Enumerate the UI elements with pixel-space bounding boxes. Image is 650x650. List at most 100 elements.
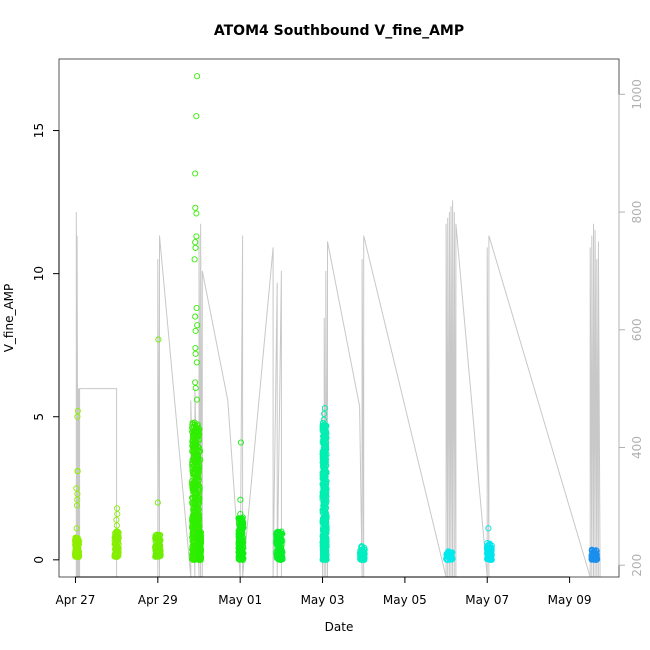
data-point — [321, 550, 328, 557]
x-tick-label: May 03 — [301, 593, 345, 607]
data-point — [321, 522, 328, 529]
data-point — [445, 550, 452, 557]
point-cluster — [483, 525, 495, 563]
data-point — [72, 553, 80, 560]
data-point — [73, 485, 80, 492]
data-point — [195, 473, 202, 481]
data-point — [240, 555, 247, 562]
data-point — [113, 522, 120, 529]
data-point — [188, 477, 196, 485]
data-point — [322, 523, 329, 531]
data-point — [193, 396, 200, 403]
data-point — [194, 481, 202, 488]
data-point — [319, 427, 326, 434]
data-point — [189, 419, 196, 427]
data-point — [197, 456, 204, 463]
data-point — [322, 544, 329, 551]
data-point — [73, 540, 80, 547]
depth-line — [75, 200, 601, 578]
data-point — [192, 385, 199, 392]
data-point — [194, 517, 201, 524]
plot-frame — [58, 58, 620, 578]
data-point — [322, 448, 329, 455]
data-point — [193, 359, 200, 366]
data-point — [273, 529, 280, 536]
data-point — [74, 490, 81, 498]
y2-tick-label: 400 — [630, 436, 644, 459]
data-point — [156, 537, 163, 544]
data-point — [114, 551, 121, 558]
data-point — [361, 546, 368, 553]
data-point — [320, 438, 327, 445]
data-point — [196, 528, 203, 535]
data-point — [191, 448, 198, 455]
data-point — [321, 470, 328, 478]
x-tick-label: May 09 — [548, 593, 592, 607]
y2-tick-label: 200 — [630, 554, 644, 577]
data-point — [193, 210, 200, 217]
data-point — [192, 313, 199, 320]
point-cluster — [235, 439, 247, 563]
data-point — [193, 453, 200, 460]
data-point — [320, 435, 327, 442]
data-point — [321, 502, 328, 509]
data-point — [152, 553, 159, 560]
data-point — [192, 327, 199, 334]
point-cluster — [152, 336, 164, 560]
data-point — [111, 551, 118, 559]
data-point — [189, 499, 196, 506]
data-point — [322, 479, 329, 486]
y-axis-label: V_fine_AMP — [2, 284, 16, 353]
amplitude-series — [72, 73, 601, 563]
data-point — [73, 525, 80, 532]
y-tick-label: 15 — [32, 123, 46, 138]
data-point — [322, 491, 329, 498]
data-point — [73, 502, 81, 509]
data-point — [114, 505, 121, 512]
data-point — [190, 431, 197, 438]
data-point — [320, 464, 327, 471]
data-point — [191, 256, 198, 263]
data-point — [192, 344, 199, 352]
data-point — [236, 548, 243, 555]
data-point — [197, 555, 204, 562]
data-point — [193, 113, 200, 120]
data-point — [155, 553, 162, 560]
data-point — [74, 496, 81, 503]
data-point — [485, 525, 492, 532]
data-point — [193, 445, 200, 452]
data-point — [192, 379, 199, 386]
data-point — [319, 448, 326, 455]
data-point — [320, 531, 327, 538]
point-cluster — [356, 542, 368, 563]
data-point — [111, 530, 119, 537]
y2-tick-label: 800 — [630, 201, 644, 224]
data-point — [448, 550, 455, 557]
x-tick-label: May 07 — [465, 593, 509, 607]
data-point — [189, 530, 196, 537]
point-cluster — [273, 528, 286, 563]
point-cluster — [195, 448, 205, 563]
data-point — [194, 520, 201, 527]
data-point — [240, 544, 247, 552]
data-point — [277, 549, 284, 556]
y2-axis: 200 400 600 800 1000 — [618, 79, 644, 577]
data-point — [194, 464, 202, 471]
data-point — [113, 535, 120, 543]
point-cluster — [319, 405, 330, 563]
y-axis: 0 5 10 15 — [32, 123, 60, 564]
data-point — [239, 525, 246, 532]
data-point — [321, 410, 328, 417]
depth-series — [75, 200, 601, 578]
data-point — [589, 556, 596, 563]
point-cluster — [72, 407, 83, 561]
data-point — [196, 500, 203, 507]
data-point — [320, 556, 328, 563]
data-point — [192, 204, 199, 211]
data-point — [113, 516, 120, 523]
data-point — [320, 416, 327, 423]
data-point — [443, 556, 450, 563]
y-tick-label: 0 — [32, 556, 46, 564]
data-point — [320, 499, 327, 506]
